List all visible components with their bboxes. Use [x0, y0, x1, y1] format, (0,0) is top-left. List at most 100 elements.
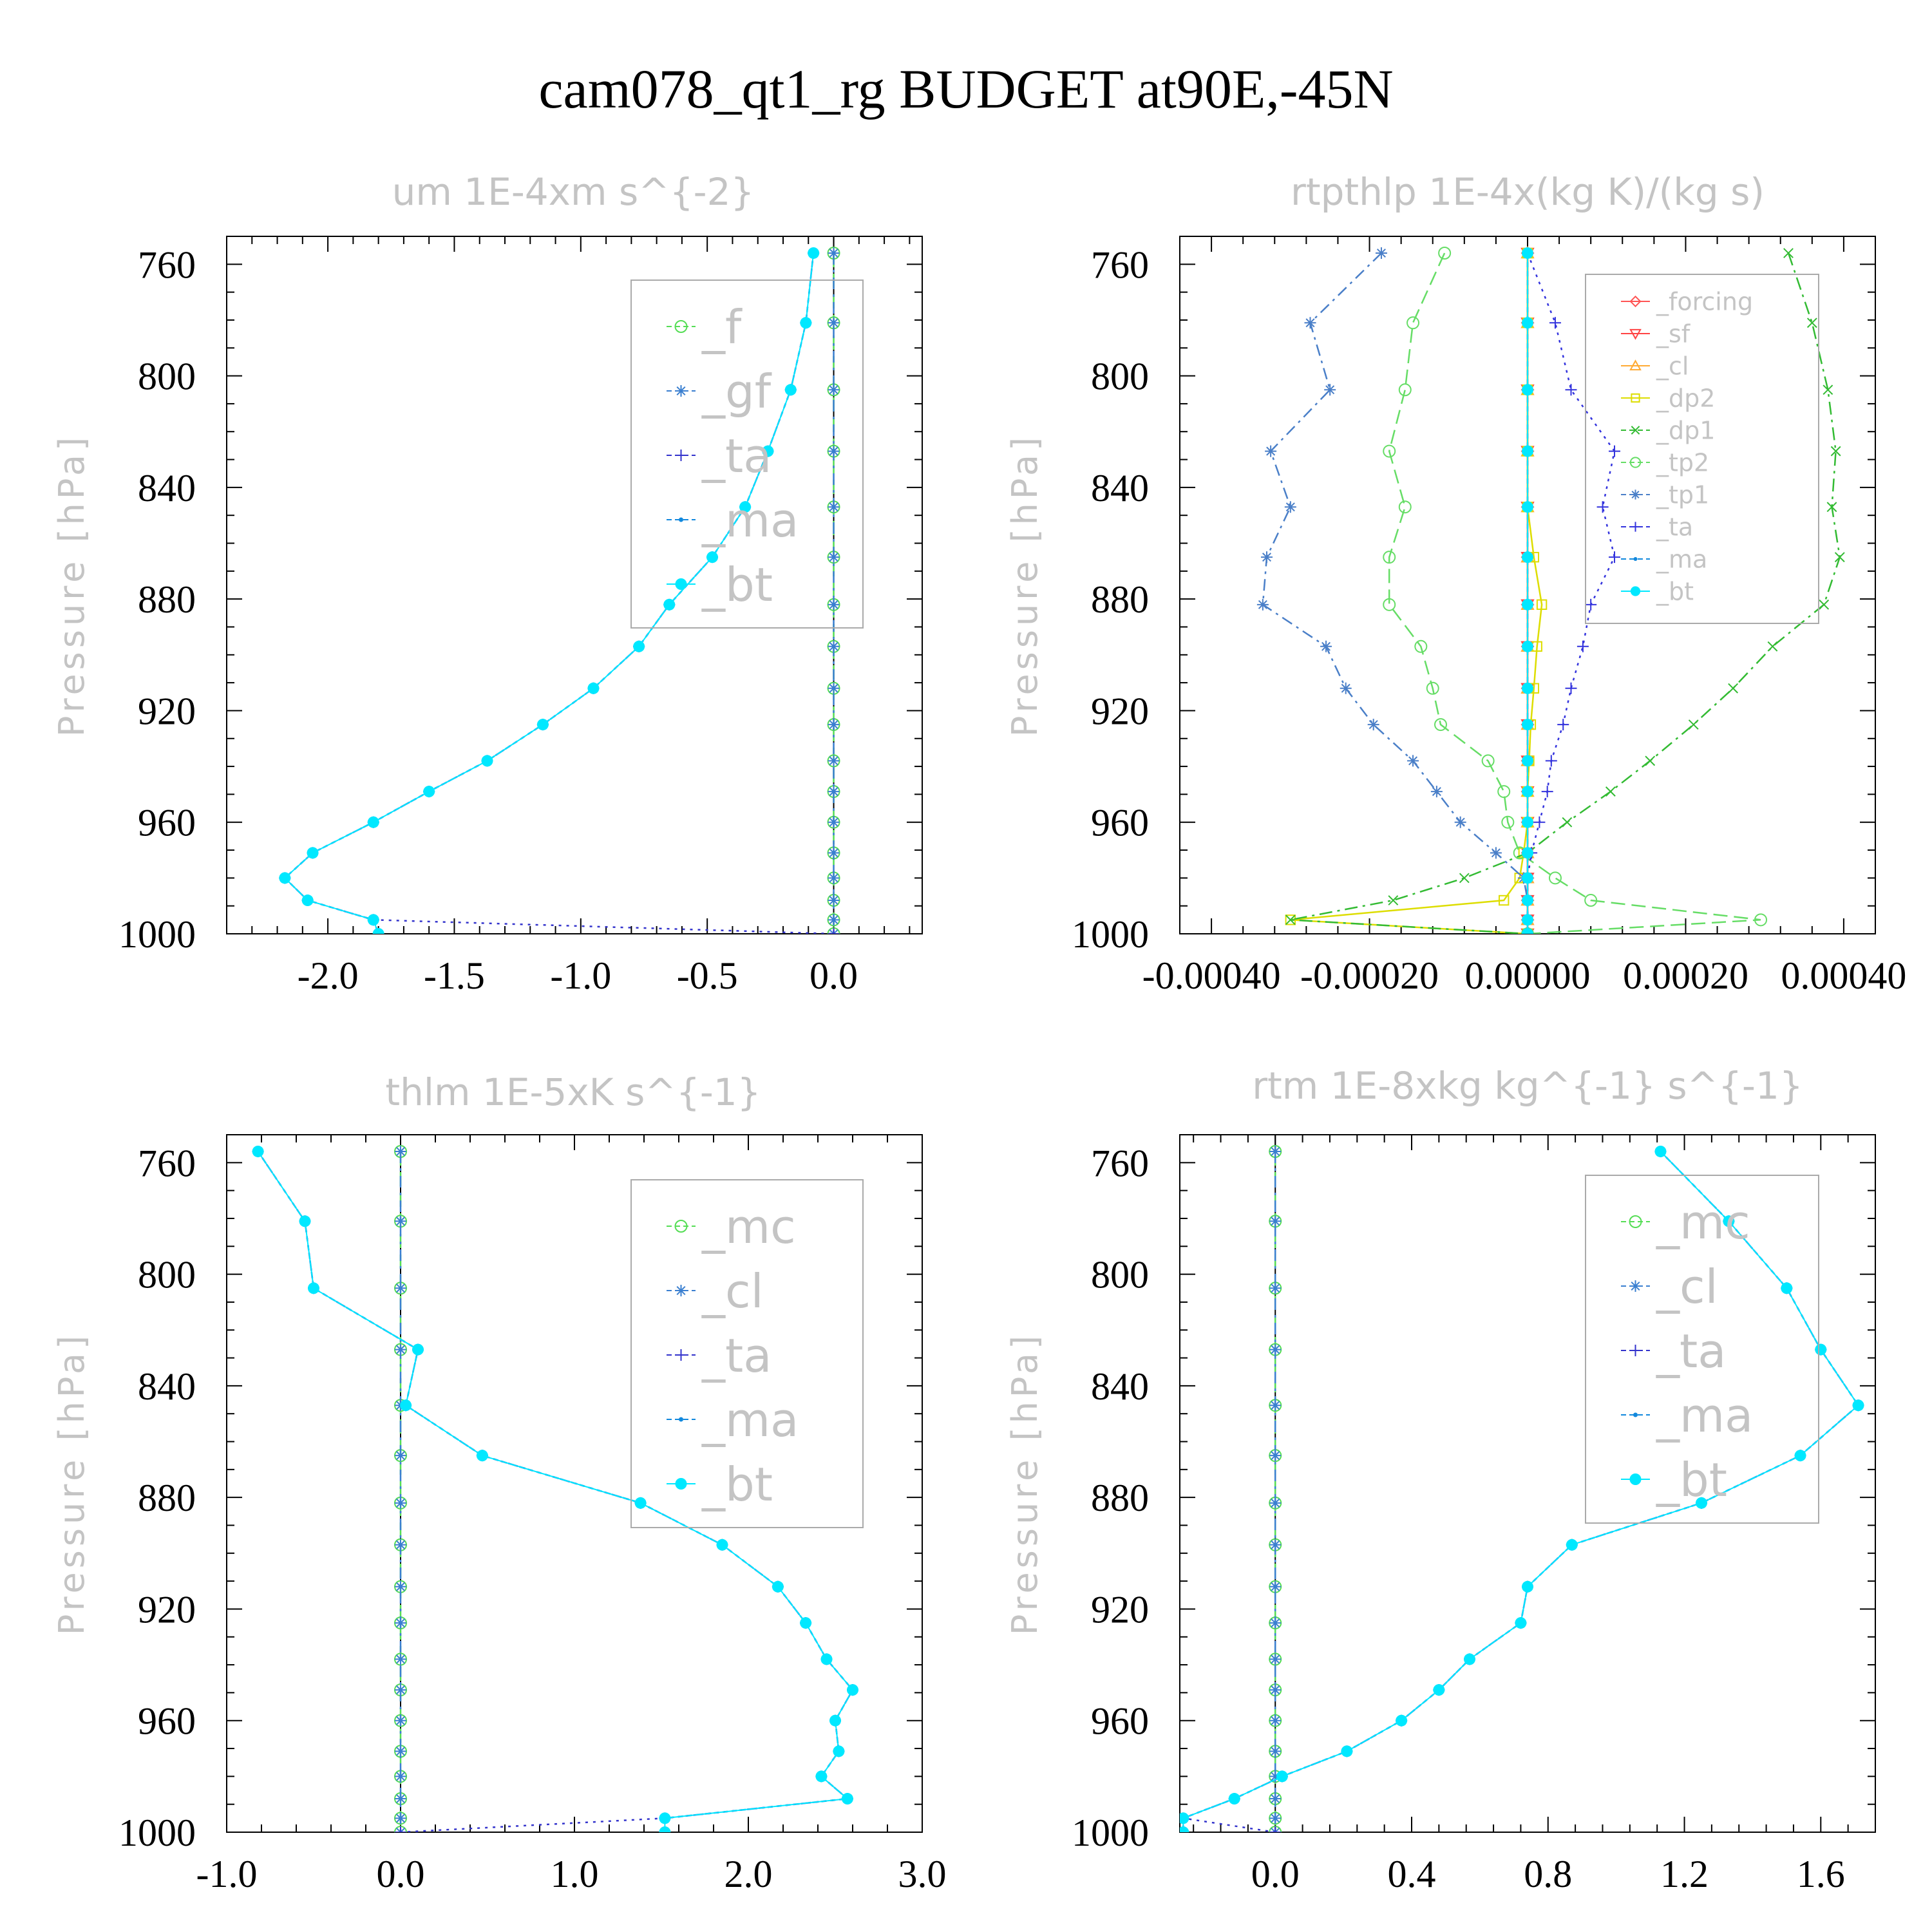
- data-point: [1514, 873, 1525, 884]
- data-point: [1520, 755, 1535, 768]
- data-point: [1819, 599, 1830, 610]
- data-point: [828, 445, 840, 457]
- data-point: [1269, 1215, 1282, 1227]
- data-point: [376, 931, 381, 934]
- x-tick-label: -0.00040: [1142, 954, 1281, 997]
- data-point: [1728, 683, 1738, 694]
- y-tick-label: 800: [138, 1254, 196, 1296]
- data-point: [1396, 1714, 1408, 1727]
- data-point: [1525, 917, 1530, 922]
- data-point: [743, 504, 748, 509]
- data-point: [1520, 717, 1535, 732]
- data-point: [371, 820, 376, 825]
- data-point: [1520, 784, 1535, 799]
- data-point: [638, 1501, 643, 1506]
- data-point: [1320, 640, 1332, 652]
- data-point: [1367, 719, 1379, 731]
- legend-marker: [1629, 457, 1642, 468]
- data-point: [1269, 1812, 1282, 1825]
- data-point: [1269, 1653, 1282, 1666]
- data-point: [395, 1770, 406, 1783]
- data-point: [1269, 1826, 1282, 1832]
- legend-label: _ma: [1656, 1388, 1753, 1443]
- x-tick-label: 0.0: [810, 954, 858, 997]
- legend-marker: [1629, 359, 1642, 371]
- data-point: [1754, 913, 1768, 927]
- legend-box: [630, 279, 864, 629]
- data-point: [1520, 247, 1535, 261]
- data-point: [1522, 914, 1533, 926]
- data-point: [394, 1215, 407, 1228]
- data-point: [1830, 446, 1841, 457]
- data-point: [1522, 598, 1533, 611]
- data-point: [1536, 599, 1548, 611]
- legend-marker: [679, 1417, 683, 1422]
- data-point: [828, 317, 840, 329]
- data-point: [1269, 1539, 1282, 1551]
- plot-frame: [226, 236, 923, 934]
- data-point: [1522, 895, 1533, 907]
- data-point: [394, 1144, 407, 1158]
- legend-label: _sf: [1656, 320, 1691, 348]
- data-point: [827, 444, 840, 458]
- data-point: [1269, 1343, 1282, 1356]
- data-point: [1658, 1149, 1663, 1154]
- data-point: [1525, 644, 1530, 649]
- data-point: [1520, 719, 1535, 732]
- legend-label: _cl: [1656, 1260, 1718, 1314]
- data-point: [827, 913, 840, 927]
- data-point: [1269, 1617, 1282, 1629]
- data-point: [1515, 1617, 1527, 1629]
- x-tick-label: 1.6: [1797, 1853, 1845, 1895]
- data-point: [395, 1714, 406, 1727]
- data-point: [395, 1399, 406, 1412]
- y-tick-label: 880: [138, 578, 196, 621]
- data-point: [423, 786, 435, 798]
- y-tick-label: 760: [1091, 1142, 1149, 1184]
- data-point: [307, 847, 319, 859]
- data-point: [1520, 895, 1535, 908]
- data-point: [1269, 1714, 1282, 1727]
- data-point: [1180, 1830, 1186, 1832]
- data-point: [1525, 554, 1530, 560]
- x-tick-label: 1.0: [551, 1853, 599, 1895]
- data-point: [1285, 914, 1296, 925]
- data-point: [1520, 753, 1535, 766]
- data-point: [803, 320, 808, 325]
- data-point: [1414, 639, 1428, 653]
- data-point: [1498, 895, 1510, 906]
- data-point: [827, 815, 840, 829]
- data-point: [1522, 682, 1533, 694]
- data-point: [1434, 718, 1447, 732]
- data-point: [1180, 1812, 1189, 1824]
- panel-title: um 1E-4xm s^{-2}: [392, 170, 755, 214]
- data-point: [394, 1745, 407, 1758]
- data-point: [827, 871, 840, 885]
- series-group: [279, 246, 840, 934]
- data-point: [827, 681, 840, 695]
- y-tick-label: 960: [1091, 802, 1149, 844]
- legend-label: _dp1: [1656, 417, 1715, 445]
- legend-label: _bt: [701, 1457, 773, 1511]
- data-point: [1497, 785, 1511, 799]
- data-point: [662, 1815, 667, 1821]
- data-point: [659, 1812, 671, 1824]
- data-point: [1341, 1745, 1353, 1757]
- data-point: [400, 1399, 412, 1412]
- data-point: [395, 1745, 406, 1757]
- y-tick-label: 880: [1091, 578, 1149, 621]
- data-point: [1699, 1501, 1704, 1506]
- legend-marker: [1630, 489, 1641, 500]
- data-point: [1180, 1826, 1189, 1832]
- x-tick-label: 0.8: [1524, 1853, 1572, 1895]
- data-point: [1520, 817, 1535, 829]
- data-point: [394, 1282, 407, 1295]
- data-point: [1522, 502, 1533, 513]
- data-point: [1521, 927, 1534, 934]
- data-point: [1525, 789, 1530, 794]
- data-point: [394, 1343, 407, 1356]
- data-point: [299, 1215, 311, 1227]
- data-point: [1784, 1285, 1789, 1291]
- data-point: [367, 914, 379, 926]
